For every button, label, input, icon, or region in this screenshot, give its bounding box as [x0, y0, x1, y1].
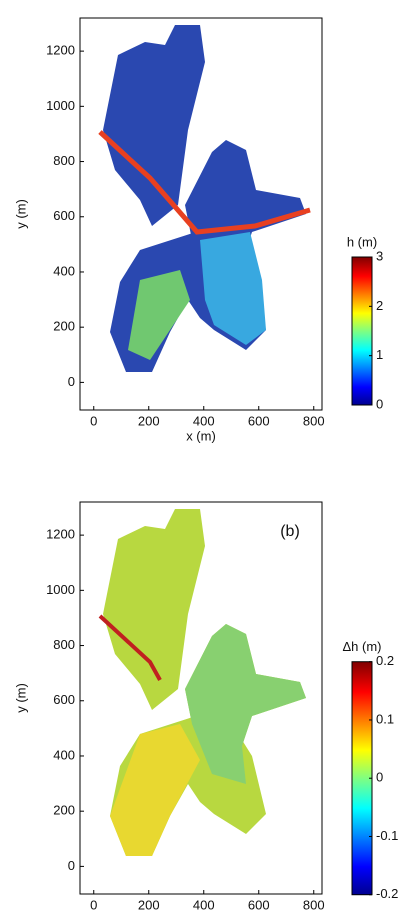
x-tick-label: 0 — [90, 413, 97, 428]
y-tick-label: 1200 — [46, 43, 75, 58]
axes-frame — [79, 501, 323, 895]
y-tick-label: 0 — [68, 374, 75, 389]
colorbar-tick-label: 1 — [376, 347, 383, 362]
x-tick-label: 0 — [90, 897, 97, 911]
colorbar-tick-label: 0 — [376, 770, 383, 785]
y-tick-label: 0 — [68, 858, 75, 873]
colorbar-tick-label: 0.1 — [376, 711, 394, 726]
panel-b-map — [98, 509, 306, 856]
x-tick-label: 600 — [248, 413, 270, 428]
x-axis-label: x (m) — [186, 428, 216, 443]
colorbar-tick-label: 0 — [376, 396, 383, 411]
colorbar-tick-label: 3 — [376, 248, 383, 263]
y-tick-label: 800 — [53, 153, 75, 168]
colorbar-tick-label: -0.1 — [376, 828, 398, 843]
x-tick-label: 200 — [138, 413, 160, 428]
y-axis-label: y (m) — [13, 683, 28, 713]
y-axis-label: y (m) — [13, 199, 28, 229]
y-tick-label: 600 — [53, 692, 75, 707]
axes-frame — [79, 17, 323, 411]
x-tick-label: 800 — [303, 897, 325, 911]
colorbar-tick-label: 0.2 — [376, 653, 394, 668]
y-tick-label: 400 — [53, 263, 75, 278]
panel-label: (b) — [280, 523, 300, 540]
colorbar — [351, 256, 373, 406]
y-tick-label: 200 — [53, 319, 75, 334]
y-tick-label: 400 — [53, 747, 75, 762]
x-tick-label: 600 — [248, 897, 270, 911]
x-tick-label: 400 — [193, 413, 215, 428]
panel-a-map — [98, 25, 311, 372]
y-tick-label: 1000 — [46, 98, 75, 113]
y-tick-label: 600 — [53, 208, 75, 223]
x-tick-label: 400 — [193, 897, 215, 911]
x-tick-label: 800 — [303, 413, 325, 428]
y-tick-label: 1000 — [46, 582, 75, 597]
colorbar-label: Δh (m) — [342, 639, 381, 654]
colorbar-tick-label: -0.2 — [376, 886, 398, 901]
colorbar-tick-label: 2 — [376, 298, 383, 313]
y-tick-label: 1200 — [46, 527, 75, 542]
y-tick-label: 800 — [53, 637, 75, 652]
x-tick-label: 200 — [138, 897, 160, 911]
y-tick-label: 200 — [53, 803, 75, 818]
colorbar-label: h (m) — [347, 234, 377, 249]
